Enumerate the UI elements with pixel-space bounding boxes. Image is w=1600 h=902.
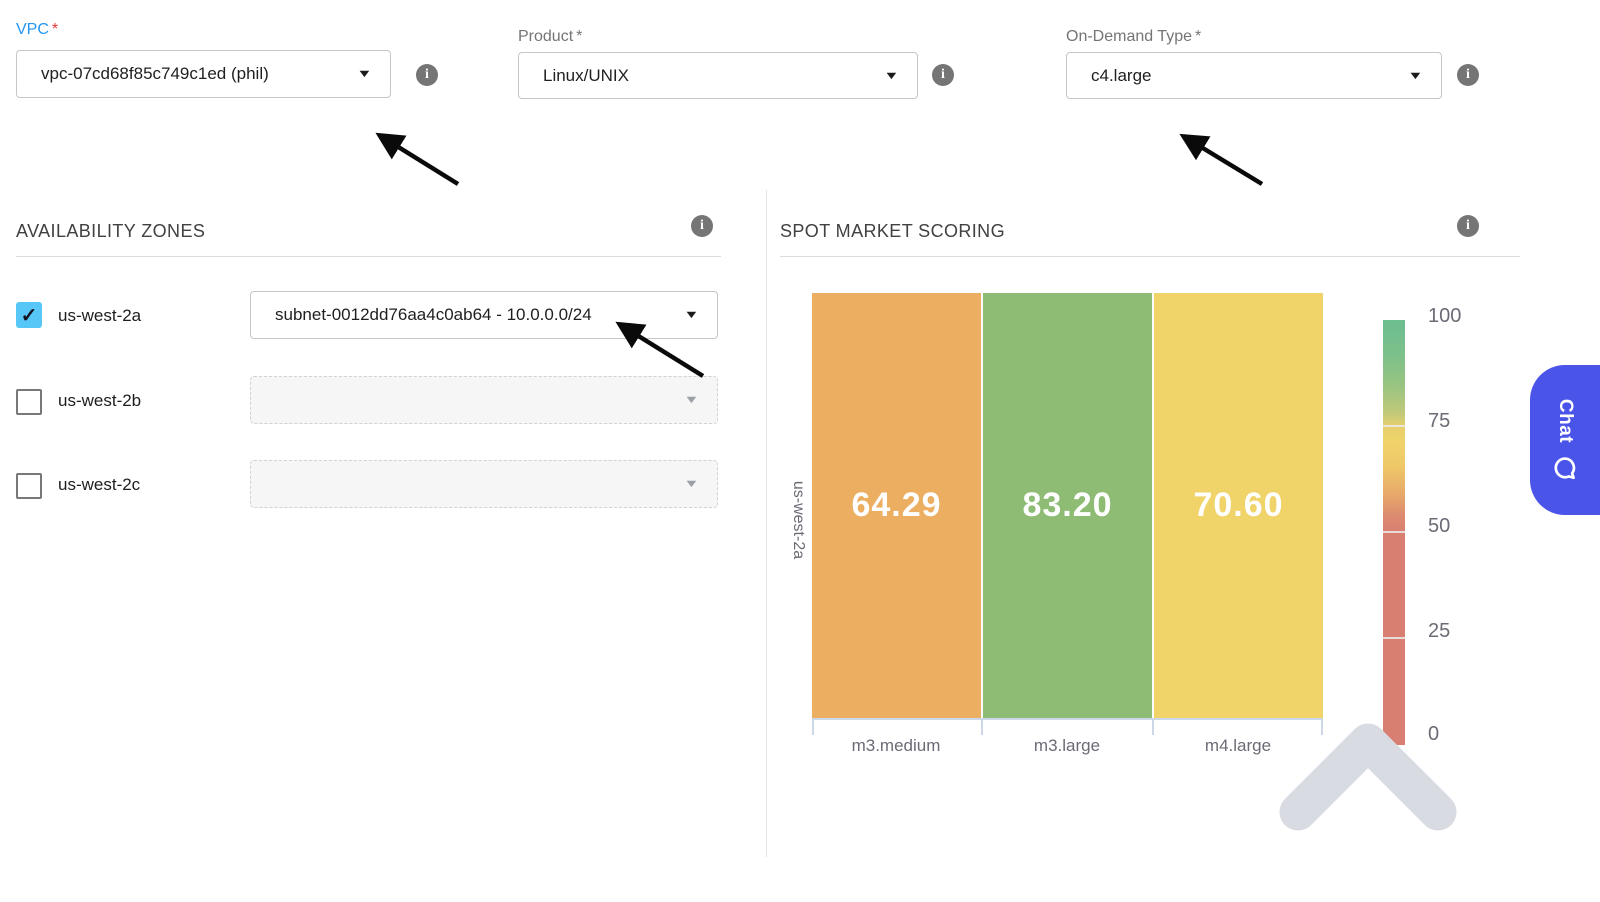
colorbar-separator [1383,425,1405,427]
product-info-icon[interactable]: i [932,64,954,86]
availability-zones-title: AVAILABILITY ZONES [16,221,206,241]
on-demand-type-info-icon[interactable]: i [1457,64,1479,86]
check-icon: ✓ [20,304,38,327]
on-demand-type-select-value: c4.large [1091,65,1152,85]
availability-zones-divider [16,256,721,257]
section-vertical-divider [766,190,767,857]
subnet-select-us-west-2b: ▼ [250,376,718,424]
colorbar-tick-100: 100 [1428,305,1462,327]
annotation-arrow-on-demand-type [1179,133,1264,186]
vpc-required-asterisk: * [51,21,59,38]
colorbar-tick-0: 0 [1428,723,1440,745]
x-axis-tick [981,718,983,735]
colorbar-tick-75: 75 [1428,410,1451,432]
chat-button-content: Chat [1552,399,1578,481]
colorbar-tick-50: 50 [1428,515,1451,537]
colorbar-tick-25: 25 [1428,620,1451,642]
zone-label-us-west-2b: us-west-2b [58,391,142,410]
x-axis-tick [1152,718,1154,735]
product-label-text: Product [518,28,574,45]
product-required-asterisk: * [576,28,583,45]
checkbox-us-west-2a[interactable]: ✓ [16,302,42,328]
subnet-select-us-west-2a[interactable]: subnet-0012dd76aa4c0ab64 - 10.0.0.0/24 ▼ [250,291,718,339]
chevron-down-icon: ▼ [356,67,373,80]
on-demand-required-asterisk: * [1195,28,1202,45]
spot-market-scoring-divider [780,256,1520,257]
heatmap-cell-m3-medium: 64.29 [812,293,981,718]
on-demand-type-label-text: On-Demand Type [1066,28,1192,45]
x-axis-tick [812,718,814,735]
subnet-select-value: subnet-0012dd76aa4c0ab64 - 10.0.0.0/24 [275,305,592,324]
x-axis-label-m4-large: m4.large [1204,736,1272,755]
chat-bubble-icon [1554,457,1576,480]
product-field-label: Product * [518,28,582,46]
chevron-down-icon: ▼ [683,308,700,321]
vpc-label-text: VPC [16,21,49,38]
heatmap-row-label: us-west-2a [790,480,807,560]
on-demand-type-select[interactable]: c4.large ▼ [1066,52,1442,99]
x-axis-label-m3-large: m3.large [1033,736,1101,755]
colorbar-gradient [1383,320,1405,745]
availability-zones-info-icon[interactable]: i [691,215,713,237]
zone-label-us-west-2a: us-west-2a [58,306,142,325]
chevron-down-icon: ▼ [683,393,700,406]
annotation-arrow-vpc [375,132,460,186]
cell-value: 70.60 [1193,486,1284,524]
chevron-down-icon: ▼ [1407,69,1424,82]
chevron-up-icon[interactable] [1270,715,1470,840]
spot-market-scoring-title: SPOT MARKET SCORING [780,221,1005,241]
subnet-select-us-west-2c: ▼ [250,460,718,508]
heatmap-cell-m3-large: 83.20 [983,293,1152,718]
chevron-down-icon: ▼ [683,477,700,490]
colorbar-separator [1383,531,1405,533]
cell-value: 83.20 [1022,486,1113,524]
vpc-select[interactable]: vpc-07cd68f85c749c1ed (phil) ▼ [16,50,391,98]
x-axis-line [812,718,1323,720]
checkbox-us-west-2c[interactable] [16,473,42,499]
x-axis-tick [1321,718,1323,735]
chat-button[interactable]: Chat [1530,365,1600,515]
vpc-select-value: vpc-07cd68f85c749c1ed (phil) [41,64,269,83]
heatmap-cell-m4-large: 70.60 [1154,293,1323,718]
chevron-down-icon: ▼ [883,69,900,82]
spot-market-scoring-info-icon[interactable]: i [1457,215,1479,237]
product-select-value: Linux/UNIX [543,65,629,85]
vpc-info-icon[interactable]: i [416,64,438,86]
x-axis-label-m3-medium: m3.medium [851,736,941,755]
vpc-field-label: VPC * [16,21,58,39]
colorbar-separator [1383,637,1405,639]
zone-label-us-west-2c: us-west-2c [58,475,141,494]
checkbox-us-west-2b[interactable] [16,389,42,415]
cell-value: 64.29 [851,486,942,524]
product-select[interactable]: Linux/UNIX ▼ [518,52,918,99]
chat-button-label: Chat [1555,398,1577,444]
on-demand-type-field-label: On-Demand Type * [1066,28,1201,46]
